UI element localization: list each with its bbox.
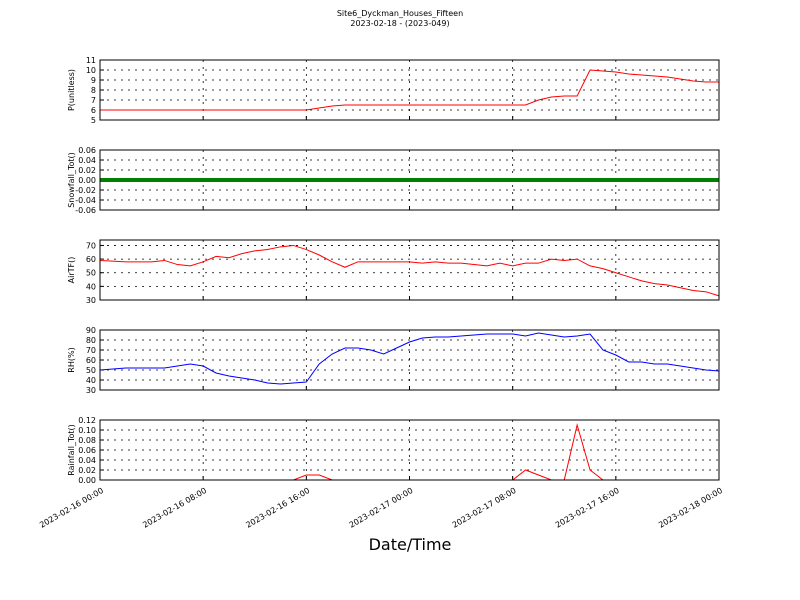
y-tick-label: 70 bbox=[86, 346, 96, 355]
x-axis-label: Date/Time bbox=[369, 535, 452, 554]
y-tick-label: 0.06 bbox=[78, 446, 96, 455]
y-tick-label: 11 bbox=[86, 56, 96, 65]
y-tick-label: 60 bbox=[86, 255, 96, 264]
y-tick-label: 50 bbox=[86, 269, 96, 278]
y-tick-label: 30 bbox=[86, 386, 96, 395]
y-tick-label: -0.06 bbox=[75, 206, 96, 215]
plot-frame bbox=[99, 329, 720, 391]
x-tick-label: 2023-02-17 00:00 bbox=[348, 486, 415, 530]
y-axis-label: Snowfall_Tot() bbox=[67, 152, 76, 208]
y-axis-label: RH(%) bbox=[67, 347, 76, 372]
y-tick-label: 0.06 bbox=[78, 146, 96, 155]
y-tick-label: 50 bbox=[86, 366, 96, 375]
x-tick-label: 2023-02-16 00:00 bbox=[38, 486, 105, 530]
y-tick-label: 40 bbox=[86, 282, 96, 291]
chart-subtitle: 2023-02-18 - (2023-049) bbox=[350, 19, 449, 28]
y-tick-label: 0.00 bbox=[78, 176, 96, 185]
x-tick-label: 2023-02-17 16:00 bbox=[554, 486, 621, 530]
y-tick-label: 40 bbox=[86, 376, 96, 385]
y-tick-label: 7 bbox=[91, 96, 96, 105]
plot-frame bbox=[99, 59, 720, 121]
x-tick-label: 2023-02-16 16:00 bbox=[244, 486, 311, 530]
y-axis-label: P(unitless) bbox=[67, 69, 76, 111]
data-line bbox=[100, 423, 719, 481]
y-tick-label: 9 bbox=[91, 76, 96, 85]
y-tick-label: 0.00 bbox=[78, 476, 96, 485]
y-axis-label: Rainfall_Tot() bbox=[67, 424, 76, 476]
y-tick-label: 80 bbox=[86, 336, 96, 345]
y-tick-label: 30 bbox=[86, 296, 96, 305]
y-tick-label: 0.04 bbox=[78, 156, 96, 165]
y-tick-label: 0.08 bbox=[78, 436, 96, 445]
y-tick-label: 0.04 bbox=[78, 456, 96, 465]
plot-frame bbox=[99, 239, 720, 301]
data-line bbox=[99, 244, 720, 297]
y-tick-label: 5 bbox=[91, 116, 96, 125]
y-tick-label: 0.02 bbox=[78, 466, 96, 475]
y-axis-label: AirTF() bbox=[67, 257, 76, 284]
y-tick-label: 0.12 bbox=[78, 416, 96, 425]
y-tick-label: 0.10 bbox=[78, 426, 96, 435]
plot-frame bbox=[99, 149, 720, 211]
x-tick-label: 2023-02-17 08:00 bbox=[451, 486, 518, 530]
data-line bbox=[100, 69, 719, 111]
y-tick-label: 10 bbox=[86, 66, 96, 75]
y-tick-label: 8 bbox=[91, 86, 96, 95]
y-tick-label: 90 bbox=[86, 326, 96, 335]
y-tick-label: 6 bbox=[91, 106, 96, 115]
data-line bbox=[99, 332, 720, 385]
x-tick-label: 2023-02-16 08:00 bbox=[141, 486, 208, 530]
y-tick-label: 60 bbox=[86, 356, 96, 365]
y-tick-label: 70 bbox=[86, 241, 96, 250]
y-tick-label: 0.02 bbox=[78, 166, 96, 175]
plot-frame bbox=[99, 419, 720, 481]
chart-title: Site6_Dyckman_Houses_Fifteen bbox=[337, 9, 463, 18]
x-tick-label: 2023-02-18 00:00 bbox=[657, 486, 724, 530]
y-tick-label: -0.02 bbox=[75, 186, 96, 195]
y-tick-label: -0.04 bbox=[75, 196, 96, 205]
